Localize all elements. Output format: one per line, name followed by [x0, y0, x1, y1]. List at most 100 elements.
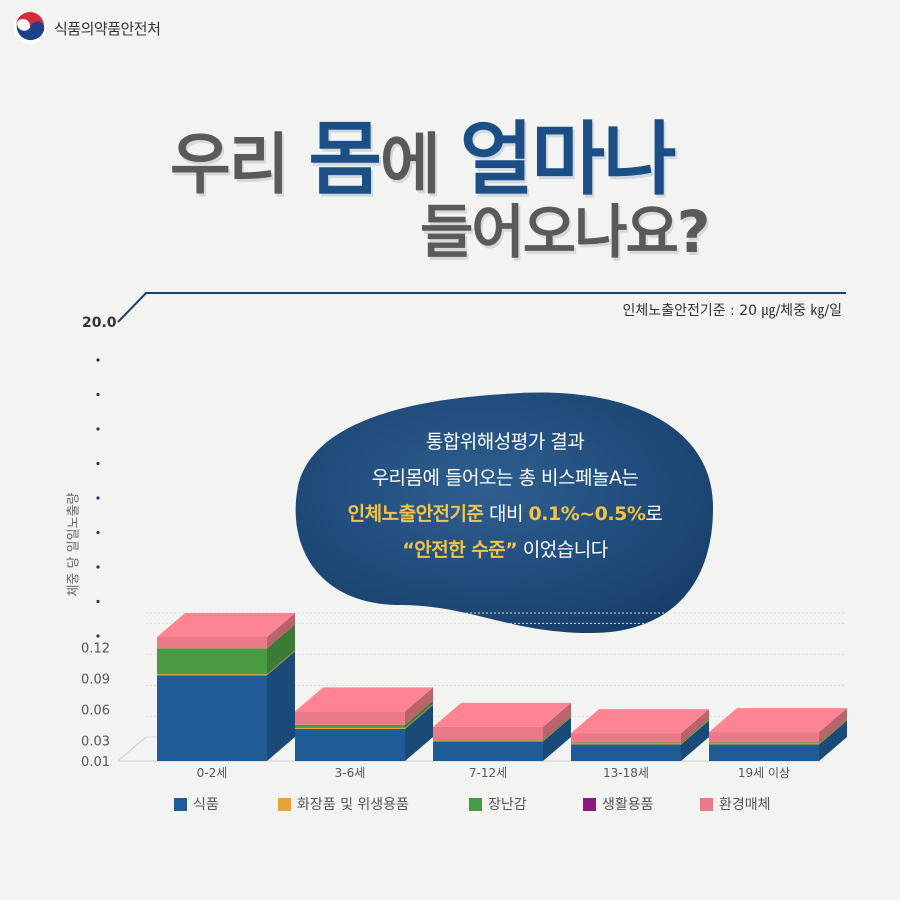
- y-tick-label: 0.03: [81, 734, 110, 749]
- bar-segment-front: [571, 742, 681, 744]
- bar-segment-front: [157, 674, 267, 676]
- bar-segment-side: [681, 719, 709, 745]
- callout-line: 우리몸에 들어오는 총 비스페놀A는: [371, 467, 639, 489]
- legend-label: 식품: [193, 797, 219, 813]
- bar-top: [157, 613, 295, 637]
- bar-segment-front: [433, 726, 543, 740]
- bar-segment-side: [819, 708, 847, 743]
- legend-label: 환경매체: [719, 797, 771, 813]
- callout-bubble: [295, 392, 714, 633]
- agency-header: 식품의약품안전처: [12, 10, 161, 46]
- bar-top: [709, 708, 847, 733]
- bar-segment-side: [543, 717, 571, 761]
- bar-segment-front: [295, 711, 405, 725]
- axis-break-dot: [96, 565, 100, 569]
- y-tick-label: 0.01: [81, 755, 110, 770]
- axis-break-dots: [96, 358, 100, 638]
- bar-segment-front: [157, 637, 267, 649]
- bar-segment-side: [405, 703, 433, 729]
- bar-top: [571, 709, 709, 734]
- bar-segment-front: [433, 741, 543, 761]
- x-tick-label: 13-18세: [603, 766, 649, 780]
- axis-break-dot: [96, 358, 100, 362]
- axis-break-dot: [96, 530, 100, 535]
- axis-break-dot: [96, 461, 100, 466]
- bar-segment-front: [295, 724, 405, 728]
- callout-line: 통합위해성평가 결과: [425, 431, 585, 453]
- floor-edge: [117, 736, 147, 762]
- bar-top: [433, 702, 571, 727]
- agency-name: 식품의약품안전처: [54, 19, 161, 38]
- bar-segment-side: [267, 624, 295, 675]
- bar-segment-front: [157, 648, 267, 675]
- bar-segment-side: [405, 700, 433, 728]
- headline-word: 에: [380, 126, 460, 203]
- legend-label: 화장품 및 위생용품: [297, 797, 409, 813]
- legend-swatch: [583, 797, 596, 811]
- legend-item: 장난감: [469, 794, 527, 814]
- callout-text-part: 로: [645, 503, 663, 525]
- callout-text-part: 대비: [483, 503, 529, 525]
- headline-word: 얼마나: [459, 113, 677, 206]
- legend-item: 식품: [174, 794, 219, 814]
- x-tick-label: 0-2세: [197, 766, 228, 780]
- bar-segment-front: [433, 739, 543, 741]
- bar-segment-side: [819, 719, 847, 745]
- y-axis-title: 체중 당 일일노출량: [66, 492, 82, 597]
- bar-segment-front: [295, 727, 405, 729]
- headline-line1: 우리 몸에 얼마나: [170, 95, 677, 211]
- bar-segment-side: [819, 720, 847, 761]
- bar-segment-front: [709, 744, 819, 761]
- legend-swatch: [469, 797, 482, 811]
- bar-segment-side: [267, 650, 295, 676]
- axis-break-dot: [96, 599, 100, 604]
- axis-break-dot: [96, 427, 100, 431]
- headline-word: 몸: [308, 113, 382, 206]
- legend-swatch: [278, 797, 291, 811]
- callout-line: 인체노출안전기준 대비 0.1%~0.5%로: [310, 496, 700, 532]
- x-tick-label: 19세 이상: [738, 766, 790, 780]
- axis-break-dot: [96, 634, 100, 638]
- bar-segment-front: [433, 740, 543, 742]
- bar-segment-front: [571, 744, 681, 761]
- legend-swatch: [700, 797, 713, 811]
- bar-segment-front: [709, 743, 819, 745]
- bar-segment-front: [571, 743, 681, 745]
- callout-highlight: 인체노출안전기준: [347, 503, 484, 525]
- legend-label: 생활용품: [602, 797, 654, 813]
- bar-segment-front: [157, 675, 267, 761]
- bar-segment-side: [681, 709, 709, 743]
- axis-break-dot: [96, 496, 100, 500]
- headline-line2: 들어오나요?: [420, 198, 710, 266]
- x-tick-label: 3-6세: [335, 766, 366, 780]
- taegeuk-logo-icon: [14, 12, 46, 44]
- bar-top: [295, 687, 433, 712]
- legend-label: 장난감: [488, 797, 527, 813]
- bar-segment-side: [681, 718, 709, 744]
- bar-segment-side: [543, 702, 571, 740]
- bar-segment-side: [681, 720, 709, 761]
- standard-label: 인체노출안전기준 : 20 ㎍/체중 ㎏/일: [622, 303, 842, 319]
- axis-break-dot: [96, 392, 100, 397]
- bar-segment-side: [405, 704, 433, 761]
- plot-area: 0.01 0.03 0.06 0.09 0.12 0-2세 3-6세 7-12세 13-18세 1…: [81, 612, 847, 780]
- callout-highlight: “안전한 수준”: [402, 539, 518, 561]
- headline-word: 우리: [170, 126, 309, 203]
- callout-highlight: 0.1%~0.5%: [528, 503, 646, 525]
- y-axis-max-label: 20.0: [82, 315, 117, 331]
- bar-segment-front: [571, 733, 681, 743]
- callout-text: 통합위해성평가 결과 우리몸에 들어오는 총 비스페놀A는 인체노출안전기준 대…: [310, 424, 700, 568]
- bar-segment-side: [267, 613, 295, 649]
- bar-segment-side: [819, 718, 847, 744]
- legend-swatch: [174, 797, 187, 811]
- y-tick-label: 0.09: [81, 672, 110, 687]
- bar-segment-side: [543, 716, 571, 742]
- legend-item: 생활용품: [583, 794, 654, 814]
- bar-segment-side: [267, 651, 295, 761]
- y-tick-label: 0.12: [81, 641, 110, 656]
- chart-legend: 식품 화장품 및 위생용품 장난감 생활용품 환경매체: [0, 794, 900, 818]
- legend-item: 화장품 및 위생용품: [278, 794, 409, 814]
- bar-segment-front: [709, 742, 819, 744]
- callout-text-part: 이었습니다: [517, 539, 608, 561]
